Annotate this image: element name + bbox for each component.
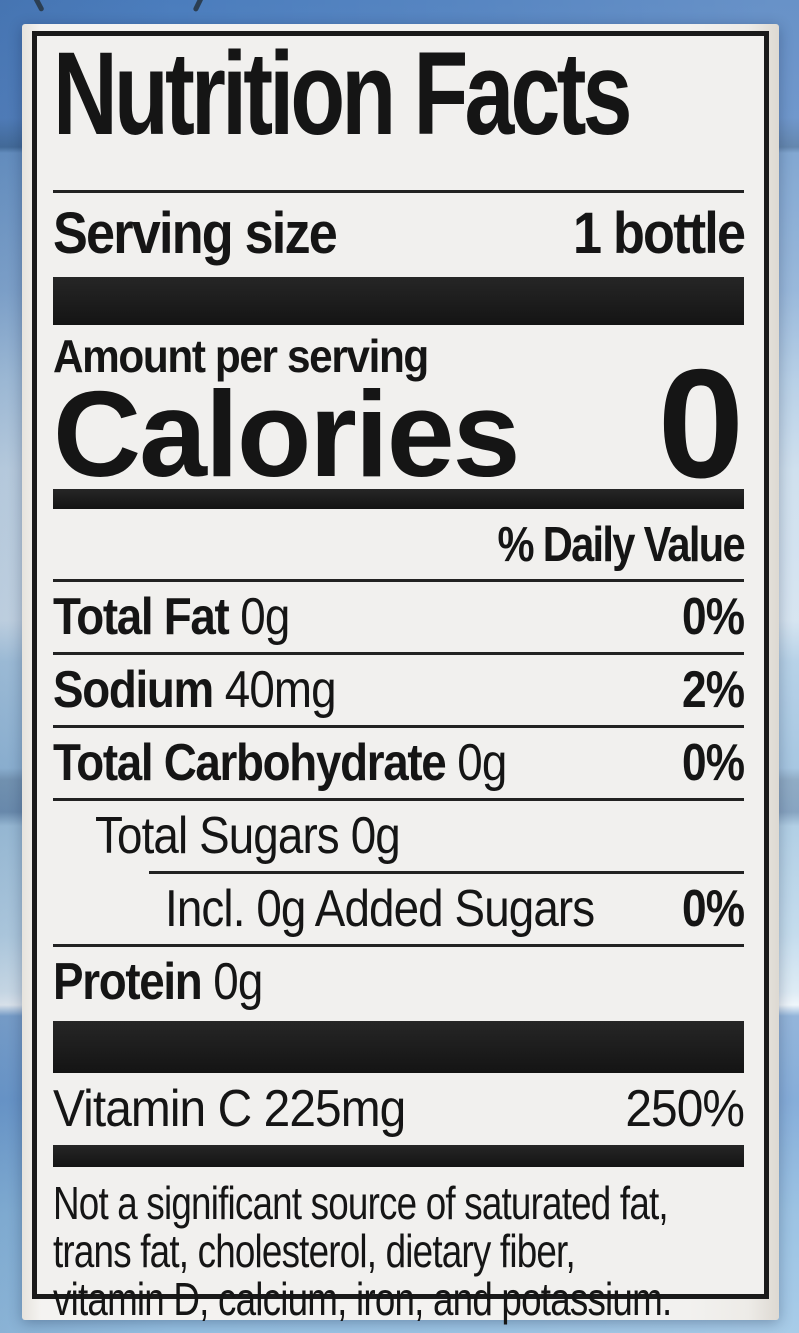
row-divider [53, 798, 744, 801]
footnote: Not a significant source of saturated fa… [53, 1167, 744, 1323]
label-title: Nutrition Facts [53, 28, 744, 178]
nutrient-amount: 40mg [224, 661, 337, 719]
nutrient-name: Total Carbohydrate [53, 734, 447, 792]
serving-size-label: Serving size [53, 201, 338, 266]
row-divider [53, 725, 744, 728]
vitamin-row-vitamin-c: Vitamin C 225mg 250% [53, 1073, 745, 1145]
nutrition-label-content: Nutrition Facts Serving size 1 bottle Am… [37, 28, 764, 1323]
nutrient-row-added-sugars: Incl. 0g Added Sugars 0% [53, 874, 745, 944]
nutrient-name: Protein [53, 953, 203, 1011]
serving-size-value: 1 bottle [572, 201, 746, 266]
row-divider [53, 652, 744, 655]
calories-value: 0 [657, 337, 744, 510]
nutrient-row-total-fat: Total Fat 0g 0% [53, 582, 745, 652]
calories-label: Calories [53, 366, 520, 502]
amount-per-serving-label: Amount per serving [53, 330, 429, 382]
vitamin-amount: 225mg [263, 1080, 407, 1138]
thick-separator-bar-bottom [53, 1021, 744, 1073]
row-divider [53, 944, 744, 947]
row-divider-indented [149, 871, 744, 874]
nutrient-name: Total Sugars [95, 807, 340, 865]
nutrient-daily-value: 2% [681, 661, 745, 719]
nutrient-name: Incl. 0g Added Sugars [165, 880, 595, 938]
nutrient-amount: 0g [213, 953, 263, 1011]
nutrient-name: Total Fat [53, 588, 230, 646]
thick-separator-bar-top [53, 277, 744, 325]
nutrient-amount: 0g [240, 588, 290, 646]
calories-section: Amount per serving Calories 0 [53, 325, 744, 510]
nutrient-row-total-sugars: Total Sugars 0g [53, 801, 744, 871]
title-divider [53, 190, 744, 193]
nutrient-name: Sodium [53, 661, 214, 719]
vitamin-daily-value: 250% [625, 1080, 745, 1138]
medium-separator-bar-footnote [53, 1145, 744, 1167]
nutrient-daily-value: 0% [681, 588, 745, 646]
nutrient-daily-value: 0% [681, 880, 745, 938]
nutrient-row-sodium: Sodium 40mg 2% [53, 655, 745, 725]
nutrient-row-protein: Protein 0g [53, 947, 744, 1017]
medium-separator-bar [53, 489, 744, 509]
footnote-line: Not a significant source of saturated fa… [53, 1177, 669, 1229]
nutrient-row-total-carbohydrate: Total Carbohydrate 0g 0% [53, 728, 745, 798]
serving-size-row: Serving size 1 bottle [53, 193, 746, 277]
footnote-line: trans fat, cholesterol, dietary fiber, [53, 1225, 576, 1277]
nutrient-amount: 0g [457, 734, 507, 792]
vitamin-name: Vitamin C [53, 1080, 252, 1138]
daily-value-header: % Daily Value [497, 518, 746, 572]
nutrient-amount: 0g [350, 807, 401, 865]
footnote-line: vitamin D, calcium, iron, and potassium. [53, 1273, 672, 1325]
label-title-text: Nutrition Facts [53, 28, 633, 160]
nutrient-daily-value: 0% [681, 734, 745, 792]
nutrition-label-paper: Nutrition Facts Serving size 1 bottle Am… [22, 24, 779, 1323]
row-divider [53, 579, 744, 582]
nutrition-label-border: Nutrition Facts Serving size 1 bottle Am… [32, 31, 769, 1323]
